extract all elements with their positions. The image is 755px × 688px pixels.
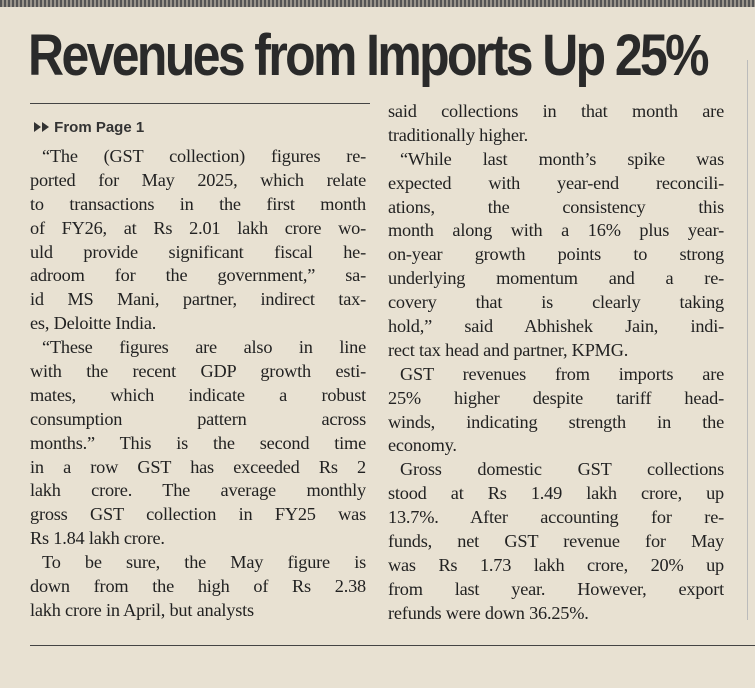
text-line: in a row GST has exceeded Rs 2	[30, 456, 366, 477]
text-line: adroom for the government,” sa-	[30, 265, 366, 286]
text-line: on-year growth points to strong	[388, 244, 724, 265]
column: said collections in that month are tradit…	[388, 100, 724, 626]
text-line: winds, indicating strength in the	[388, 411, 724, 432]
text-line: underlying momentum and a re-	[388, 268, 724, 289]
text-line: 25% higher despite tariff head-	[388, 387, 724, 408]
text-line: traditionally higher.	[388, 124, 528, 145]
text-line: Rs 1.84 lakh crore.	[30, 528, 165, 549]
text-line: consumption pattern across	[30, 408, 366, 429]
headline: Revenues from Imports Up 25%	[28, 23, 710, 88]
text-line: from last year. However, export	[388, 578, 724, 599]
text-line: “The (GST collection) figures re-	[42, 146, 366, 166]
text-line: covery that is clearly taking	[388, 292, 724, 313]
text-line: es, Deloitte India.	[30, 313, 157, 334]
text-line: gross GST collection in FY25 was	[30, 504, 366, 525]
top-border	[0, 0, 755, 7]
column-rule	[747, 60, 748, 620]
rule	[30, 645, 755, 646]
text-line: funds, net GST revenue for May	[388, 531, 724, 552]
text-line: was Rs 1.73 lakh crore, 20% up	[388, 554, 724, 575]
text-line: “While last month’s spike was	[400, 148, 724, 169]
text-line: expected with year-end reconcili-	[388, 172, 724, 193]
text-line: month along with a 16% plus year-	[388, 220, 724, 241]
column: “The (GST collection) figures re-ported …	[30, 145, 366, 623]
text-line: To be sure, the May figure is	[42, 552, 366, 573]
text-line: with the recent GDP growth esti-	[30, 361, 366, 382]
kicker-text: From Page 1	[54, 119, 145, 136]
text-line: uld provide significant fiscal he-	[30, 241, 366, 262]
text-line: 13.7%. After accounting for re-	[388, 507, 724, 528]
rule	[30, 103, 370, 104]
text-line: mates, which indicate a robust	[30, 384, 366, 405]
text-line: “These figures are also in line	[42, 337, 366, 358]
text-line: ations, the consistency this	[388, 196, 724, 217]
text-line: rect tax head and partner, KPMG.	[388, 339, 629, 360]
text-line: months.” This is the second time	[30, 432, 366, 453]
kicker: From Page 1	[34, 119, 144, 136]
text-line: said collections in that month are	[388, 101, 724, 121]
text-line: lakh crore in April, but analysts	[30, 599, 254, 620]
text-line: hold,” said Abhishek Jain, indi-	[388, 316, 724, 337]
text-line: Gross domestic GST collections	[400, 459, 724, 480]
text-line: lakh crore. The average monthly	[30, 480, 366, 501]
text-line: to transactions in the first month	[30, 193, 366, 214]
text-line: id MS Mani, partner, indirect tax-	[30, 289, 366, 310]
text-line: economy.	[388, 435, 457, 456]
text-line: down from the high of Rs 2.38	[30, 576, 366, 597]
text-line: GST revenues from imports are	[400, 363, 724, 384]
text-line: ported for May 2025, which relate	[30, 169, 366, 190]
text-line: stood at Rs 1.49 lakh crore, up	[388, 483, 724, 504]
text-line: of FY26, at Rs 2.01 lakh crore wo-	[30, 217, 366, 238]
text-line: refunds were down 36.25%.	[388, 602, 589, 623]
